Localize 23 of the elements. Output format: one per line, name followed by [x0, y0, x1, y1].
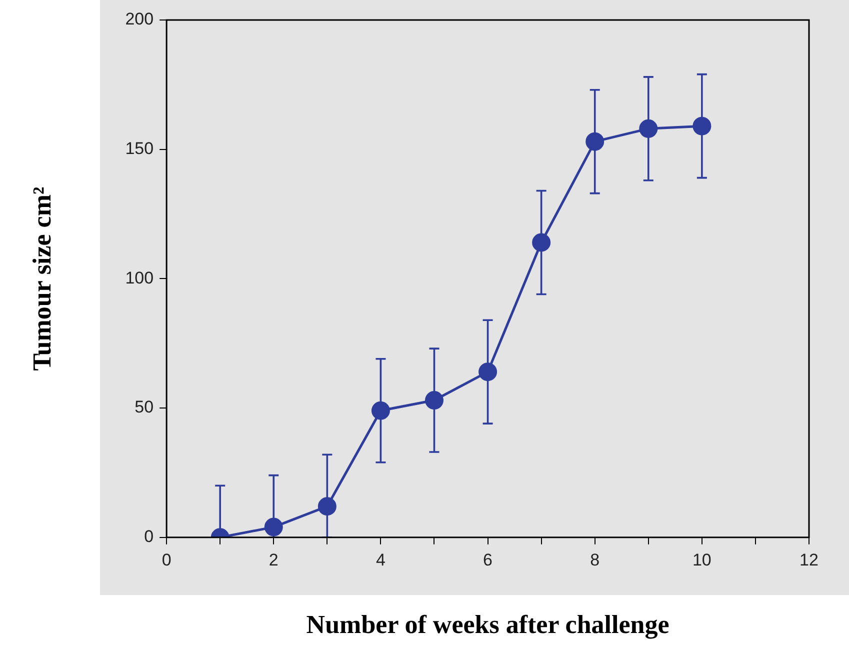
y-tick-label: 100: [125, 268, 154, 288]
point: [639, 119, 658, 138]
x-tick-label: 0: [162, 550, 172, 570]
x-tick-label: 4: [376, 550, 386, 570]
x-tick-label: 12: [800, 550, 818, 570]
x-tick-label: 8: [590, 550, 600, 570]
x-axis-title: Number of weeks after challenge: [306, 610, 670, 640]
point: [692, 116, 712, 136]
x-tick-label: 10: [692, 550, 712, 570]
point: [478, 362, 498, 382]
x-tick-label: 6: [483, 550, 493, 570]
y-tick-label: 50: [134, 398, 154, 417]
point: [318, 497, 336, 516]
y-tick-label: 200: [125, 10, 154, 29]
point: [532, 233, 551, 252]
y-tick-label: 0: [144, 527, 154, 546]
point: [424, 391, 444, 410]
point: [264, 518, 283, 536]
point: [586, 132, 604, 151]
y-axis-title: Tumour size cm²: [27, 186, 56, 371]
x-tick-label: 2: [268, 550, 278, 570]
y-tick-label: 150: [125, 139, 154, 158]
point: [371, 401, 390, 420]
